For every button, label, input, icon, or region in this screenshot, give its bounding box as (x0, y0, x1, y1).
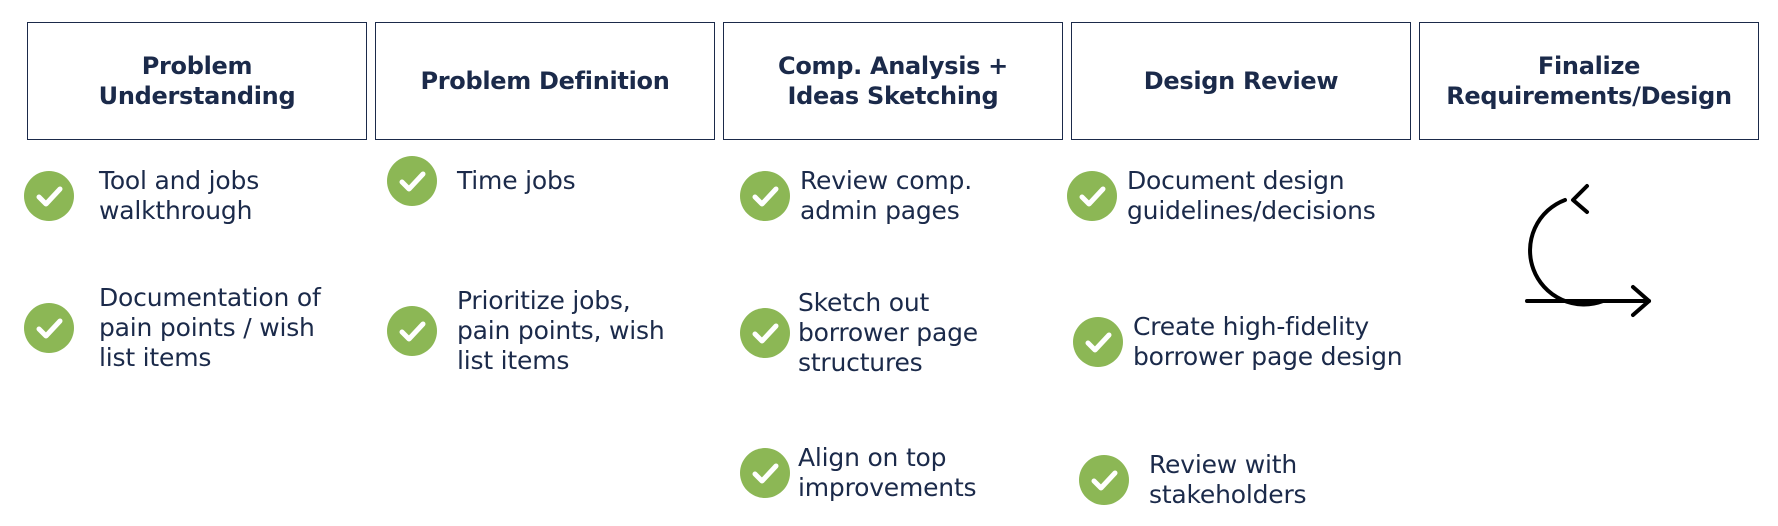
phase-title: Design Review (1143, 67, 1339, 95)
task-label: Review with stakeholders (1149, 450, 1307, 509)
check-icon (24, 171, 74, 221)
task-item: Documentation of pain points / wish list… (24, 283, 321, 373)
phase-box-finalize: Finalize Requirements/Design (1419, 22, 1759, 140)
phase-title: Problem Definition (420, 67, 670, 95)
check-icon (1073, 317, 1123, 367)
task-label: Documentation of pain points / wish list… (99, 283, 321, 372)
iterate-cycle-icon (1515, 180, 1665, 335)
phase-box-problem-definition: Problem Definition (375, 22, 715, 140)
check-icon (387, 156, 437, 206)
check-icon (387, 306, 437, 356)
task-label: Review comp. admin pages (800, 166, 972, 225)
task-item: Align on top improvements (740, 443, 977, 503)
task-item: Time jobs (387, 156, 576, 206)
task-label: Align on top improvements (798, 443, 977, 502)
task-item: Sketch out borrower page structures (740, 288, 978, 378)
task-label: Sketch out borrower page structures (798, 288, 978, 377)
phase-box-comp-analysis: Comp. Analysis + Ideas Sketching (723, 22, 1063, 140)
task-label: Prioritize jobs, pain points, wish list … (457, 286, 665, 375)
task-item: Review with stakeholders (1079, 450, 1307, 510)
check-icon (740, 448, 790, 498)
task-item: Tool and jobs walkthrough (24, 166, 259, 226)
phase-title: Problem Understanding (98, 52, 296, 110)
task-label: Tool and jobs walkthrough (99, 166, 260, 225)
check-icon (1067, 171, 1117, 221)
phase-title: Comp. Analysis + Ideas Sketching (778, 52, 1008, 110)
task-item: Prioritize jobs, pain points, wish list … (387, 286, 665, 376)
check-icon (740, 171, 790, 221)
phase-title: Finalize Requirements/Design (1446, 52, 1732, 110)
task-item: Document design guidelines/decisions (1067, 166, 1376, 226)
task-item: Review comp. admin pages (740, 166, 972, 226)
check-icon (740, 308, 790, 358)
phase-box-design-review: Design Review (1071, 22, 1411, 140)
task-label: Create high-fidelity borrower page desig… (1133, 312, 1403, 371)
task-item: Create high-fidelity borrower page desig… (1073, 312, 1403, 372)
check-icon (24, 303, 74, 353)
task-label: Document design guidelines/decisions (1127, 166, 1376, 225)
check-icon (1079, 455, 1129, 505)
phase-box-problem-understanding: Problem Understanding (27, 22, 367, 140)
task-label: Time jobs (457, 166, 576, 195)
